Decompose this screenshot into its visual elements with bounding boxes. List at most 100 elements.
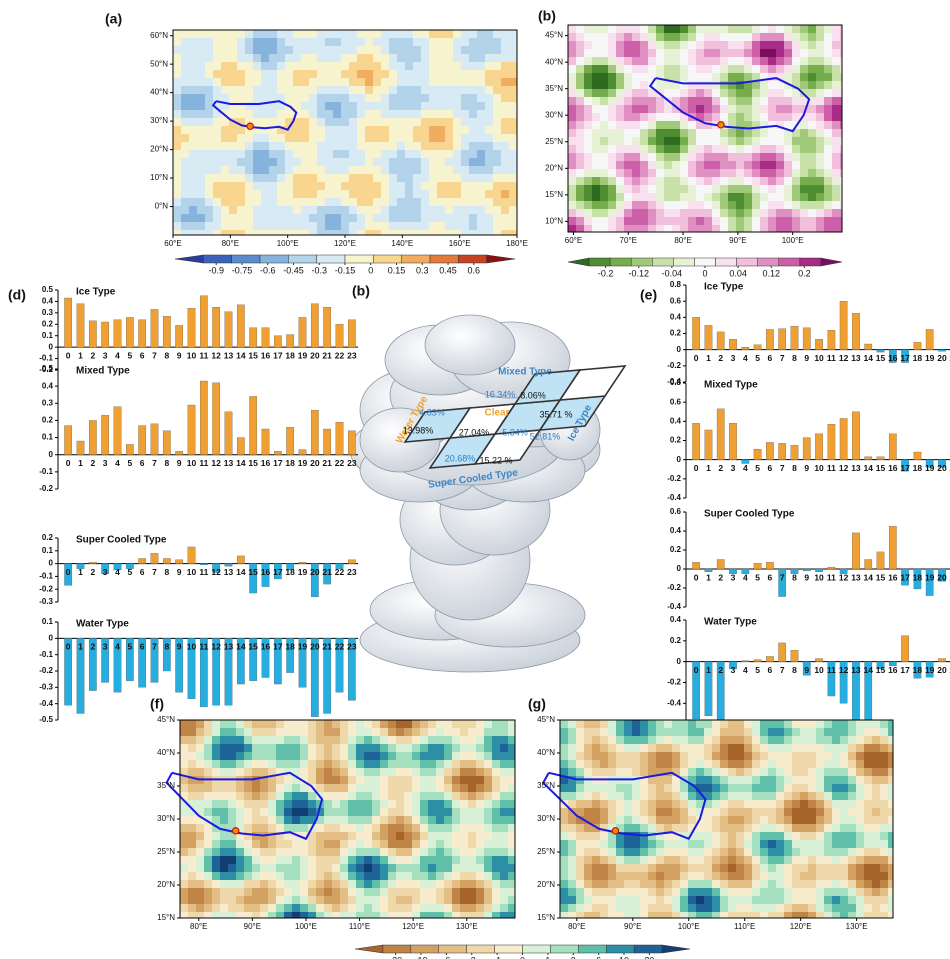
map-cell <box>492 888 500 896</box>
x-tick-label: 19 <box>298 642 308 652</box>
map-cell <box>277 198 285 206</box>
map-cell <box>204 888 212 896</box>
map-cell <box>388 880 396 888</box>
map-cell <box>413 102 421 110</box>
map-cell <box>476 784 484 792</box>
map-cell <box>760 800 768 808</box>
y-tick-label: 30°N <box>545 110 563 119</box>
map-cell <box>576 880 584 888</box>
map-cell <box>429 230 437 235</box>
map-cell <box>220 888 228 896</box>
map-cell <box>333 230 341 235</box>
map-cell <box>181 166 189 174</box>
map-cell <box>437 142 445 150</box>
map-cell <box>204 880 212 888</box>
map-cell <box>469 94 477 102</box>
map-cell <box>173 46 181 54</box>
x-tick-label: 12 <box>211 567 221 577</box>
x-tick-label: 18 <box>913 353 923 363</box>
x-tick-label: 16 <box>888 665 898 675</box>
x-tick-label: 5 <box>127 458 132 468</box>
map-cell <box>340 888 348 896</box>
map-cell <box>469 102 477 110</box>
map-cell <box>476 880 484 888</box>
map-cell <box>372 832 380 840</box>
map-cell <box>576 904 584 912</box>
map-cell <box>212 864 220 872</box>
map-cell <box>476 768 484 776</box>
map-cell <box>568 185 576 193</box>
map-cell <box>704 145 712 153</box>
bar <box>225 312 232 347</box>
map-cell <box>333 70 341 78</box>
map-cell <box>744 25 752 33</box>
map-cell <box>832 752 840 760</box>
map-cell <box>293 142 301 150</box>
colorbar-label: 0.45 <box>439 265 457 275</box>
map-cell <box>664 41 672 49</box>
map-cell <box>888 736 893 744</box>
map-cell <box>388 752 396 760</box>
map-cell <box>816 744 824 752</box>
map-cell <box>816 792 824 800</box>
map-cell <box>228 816 236 824</box>
map-cell <box>832 41 840 49</box>
map-cell <box>608 784 616 792</box>
map-cell <box>600 856 608 864</box>
map-cell <box>696 33 704 41</box>
map-cell <box>768 912 776 918</box>
map-cell <box>760 49 768 57</box>
map-cell <box>760 816 768 824</box>
map-cell <box>768 808 776 816</box>
map-cell <box>173 86 181 94</box>
map-cell <box>460 896 468 904</box>
map-cell <box>276 752 284 760</box>
map-cell <box>808 169 816 177</box>
map-cell <box>824 25 832 33</box>
map-cell <box>640 41 648 49</box>
map-cell <box>704 816 712 824</box>
map-cell <box>680 33 688 41</box>
map-cell <box>325 222 333 230</box>
map-cell <box>656 760 664 768</box>
map-cell <box>404 888 412 896</box>
map-cell <box>485 214 493 222</box>
x-tick-label: 2 <box>718 572 723 582</box>
map-cell <box>680 49 688 57</box>
map-cell <box>309 54 317 62</box>
map-cell <box>768 872 776 880</box>
map-cell <box>300 768 308 776</box>
map-cell <box>792 816 800 824</box>
x-tick-label: 14 <box>863 463 873 473</box>
map-cell <box>632 888 640 896</box>
map-cell <box>624 169 632 177</box>
colorbar-label: 3 <box>571 955 576 959</box>
map-cell <box>816 728 824 736</box>
map-cell <box>333 62 341 70</box>
map-cell <box>437 134 445 142</box>
map-cell <box>220 816 228 824</box>
map-cell <box>640 824 648 832</box>
map-cell <box>704 912 712 918</box>
colorbar-swatch <box>800 258 821 266</box>
map-cell <box>768 752 776 760</box>
map-cell <box>229 126 237 134</box>
map-cell <box>228 800 236 808</box>
map-cell <box>672 800 680 808</box>
map-cell <box>293 54 301 62</box>
map-cell <box>404 848 412 856</box>
map-cell <box>197 94 205 102</box>
map-cell <box>808 912 816 918</box>
map-cell <box>712 792 720 800</box>
map-cell <box>568 145 576 153</box>
map-cell <box>736 177 744 185</box>
map-cell <box>397 54 405 62</box>
map-cell <box>388 840 396 848</box>
map-cell <box>484 888 492 896</box>
map-cell <box>404 736 412 744</box>
map-cell <box>316 720 324 728</box>
map-cell <box>509 126 517 134</box>
map-cell <box>205 166 213 174</box>
map-cell <box>173 182 181 190</box>
y-tick-label: 0 <box>677 657 682 666</box>
